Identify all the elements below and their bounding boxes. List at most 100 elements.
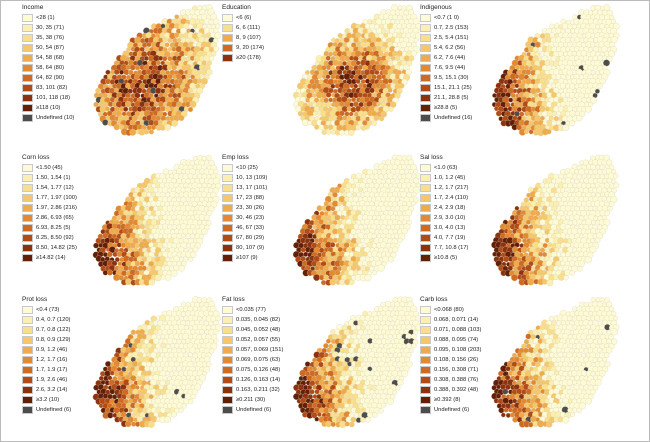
legend-title: Corn loss: [22, 154, 50, 161]
municipality-marker: [187, 88, 193, 94]
municipality-marker: [595, 297, 601, 302]
municipality-marker: [305, 70, 310, 75]
municipality-marker: [603, 59, 610, 67]
municipality-marker: [396, 50, 403, 57]
municipality-marker: [128, 408, 133, 413]
legend-item: 101, 118 (18): [22, 93, 74, 103]
municipality-map: [491, 297, 620, 428]
municipality-marker: [162, 375, 168, 381]
municipality-marker: [369, 238, 375, 243]
municipality-marker: [210, 50, 217, 57]
municipality-marker: [201, 69, 207, 76]
legend-label: 50, 54 (87): [36, 45, 65, 51]
map-legend: Income <28 (1) 30, 35 (71) 35, 38 (76) 50, 5…: [22, 3, 74, 123]
municipality-marker: [387, 353, 394, 359]
municipality-marker: [590, 97, 597, 104]
municipality-marker: [570, 65, 575, 70]
municipality-marker: [559, 82, 566, 89]
legend-item: 8, 9 (107): [222, 33, 264, 43]
municipality-marker: [599, 297, 605, 302]
municipality-marker: [534, 210, 541, 217]
municipality-marker: [213, 329, 219, 335]
municipality-marker: [598, 370, 606, 377]
municipality-marker: [130, 329, 137, 335]
municipality-marker: [313, 274, 321, 282]
municipality-marker: [505, 412, 511, 418]
legend-label: 58, 64 (80): [36, 65, 65, 71]
municipality-marker: [210, 342, 218, 350]
legend-label: <1.50 (45): [36, 165, 63, 171]
municipality-marker: [537, 402, 543, 409]
legend-swatch: [420, 104, 431, 112]
legend-item: 7.6, 9.5 (44): [420, 63, 472, 73]
municipality-marker: [380, 178, 386, 184]
legend-item: 0.052, 0.057 (55): [222, 335, 283, 345]
legend-label: 8.50, 14.82 (25): [36, 245, 77, 251]
municipality-marker: [498, 370, 504, 377]
municipality-marker: [505, 366, 511, 372]
municipality-marker: [380, 46, 387, 53]
municipality-marker: [374, 334, 380, 340]
municipality-marker: [150, 191, 156, 197]
municipality-marker: [314, 416, 320, 422]
municipality-marker: [360, 417, 366, 423]
legend-title: Income: [22, 4, 44, 11]
municipality-marker: [532, 347, 538, 353]
municipality-marker: [102, 119, 109, 126]
legend-swatch: [22, 366, 33, 374]
legend-label: 30, 35 (71): [36, 25, 65, 31]
municipality-marker: [381, 402, 387, 408]
legend-swatch: [22, 234, 33, 242]
legend-label: 0.7, 2.5 (153): [434, 25, 469, 31]
municipality-marker: [141, 333, 147, 340]
municipality-marker: [206, 69, 213, 76]
municipality-marker: [206, 154, 212, 161]
municipality-marker: [164, 42, 170, 48]
municipality-marker: [503, 407, 509, 413]
legend-swatch: [222, 44, 233, 52]
municipality-marker: [597, 347, 603, 353]
legend-swatch: [22, 184, 33, 192]
municipality-marker: [385, 357, 391, 363]
municipality-marker: [146, 370, 152, 376]
municipality-marker: [413, 197, 420, 203]
municipality-marker: [390, 251, 397, 258]
municipality-marker: [340, 214, 346, 220]
municipality-marker: [502, 388, 509, 395]
legend-swatch: [222, 326, 233, 334]
municipality-marker: [601, 329, 608, 335]
municipality-marker: [592, 384, 599, 391]
legend-swatch: [222, 34, 233, 42]
legend-label: 0.7, 0.8 (122): [36, 327, 71, 333]
municipality-marker: [537, 242, 544, 249]
municipality-marker: [508, 97, 514, 103]
legend-swatch: [420, 84, 431, 92]
legend-swatch: [22, 44, 33, 52]
legend-item: 80, 107 (9): [222, 243, 267, 253]
municipality-marker: [143, 128, 150, 135]
legend-title: Indigenous: [420, 4, 452, 11]
municipality-marker: [567, 361, 573, 367]
municipality-marker: [392, 246, 399, 253]
legend-item: 64, 82 (90): [22, 73, 74, 83]
municipality-marker: [181, 339, 187, 344]
municipality-marker: [146, 334, 152, 340]
legend-item: 3.0, 4.0 (13): [420, 223, 468, 233]
municipality-marker: [572, 407, 578, 413]
municipality-marker: [107, 412, 114, 419]
map-legend: Corn loss <1.50 (45) 1.50, 1.54 (1) 1.54, 1…: [22, 153, 77, 263]
legend-label: 0.108, 0.156 (26): [434, 357, 479, 363]
legend-item: 0.071, 0.088 (103): [420, 325, 481, 335]
legend-label: 6.93, 8.25 (5): [36, 225, 71, 231]
municipality-marker: [323, 124, 329, 130]
municipality-marker: [382, 255, 390, 263]
municipality-marker: [148, 251, 154, 257]
municipality-marker: [171, 178, 177, 184]
legend-item: ≥107 (9): [222, 253, 267, 263]
municipality-marker: [318, 124, 325, 131]
municipality-marker: [596, 83, 603, 90]
municipality-marker: [525, 219, 531, 225]
legend-label: ≥3.2 (10): [36, 397, 60, 403]
legend-swatch: [22, 14, 33, 22]
municipality-marker: [569, 120, 575, 127]
